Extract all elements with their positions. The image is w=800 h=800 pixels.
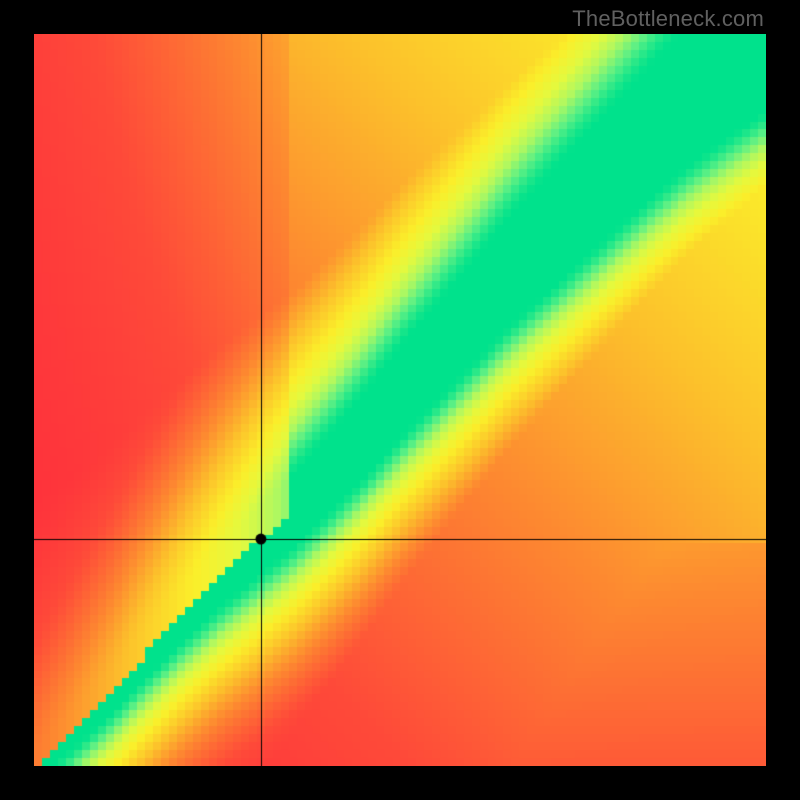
watermark-text: TheBottleneck.com: [572, 6, 764, 32]
chart-frame: TheBottleneck.com: [0, 0, 800, 800]
crosshair-overlay: [34, 34, 766, 766]
